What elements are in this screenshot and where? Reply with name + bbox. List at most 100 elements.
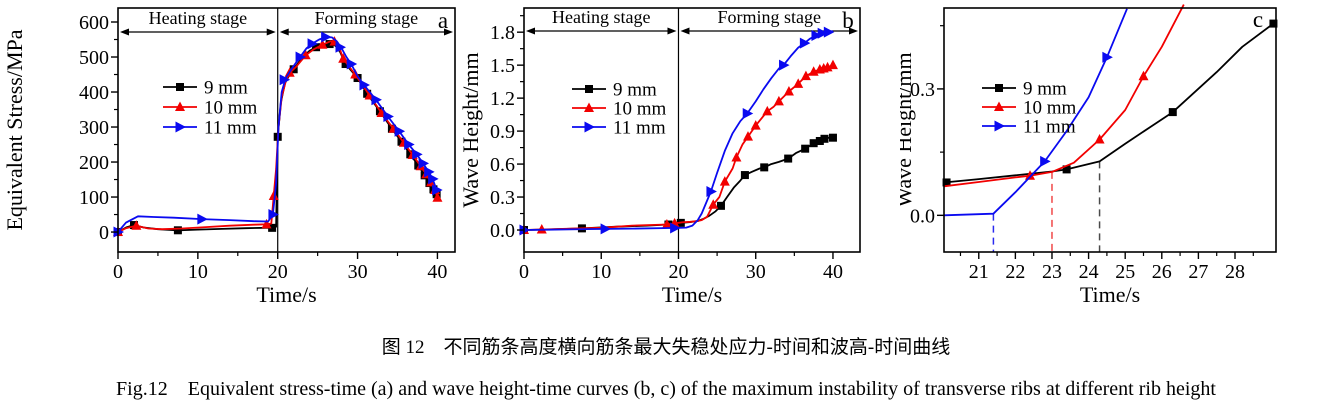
x-tick-label: 40 (427, 261, 447, 283)
triangle-right-marker (371, 94, 382, 106)
x-axis-title: Time/s (662, 282, 722, 307)
triangle-right-marker (432, 184, 443, 196)
square-marker (820, 134, 829, 143)
triangle-right-marker (584, 121, 595, 133)
triangle-up-marker (1094, 133, 1105, 144)
square-marker (341, 60, 350, 69)
triangle-right-marker (428, 173, 439, 185)
x-tick-label: 20 (668, 261, 688, 283)
triangle-up-marker (793, 78, 804, 88)
arrow-head-left-icon (279, 28, 289, 36)
legend-item-label: 9 mm (1023, 79, 1067, 100)
square-marker (809, 139, 818, 148)
square-marker (268, 223, 277, 232)
legend-item-label: 9 mm (613, 80, 657, 101)
x-tick-label: 28 (1225, 261, 1245, 283)
x-tick-label: 24 (1079, 261, 1099, 283)
triangle-right-marker (817, 27, 829, 39)
square-marker (1269, 19, 1278, 28)
triangle-right-marker (779, 59, 790, 71)
triangle-up-marker (175, 101, 185, 111)
y-tick-label: 0.6 (490, 154, 515, 176)
square-marker (716, 201, 725, 210)
square-marker (740, 171, 749, 180)
y-tick-label: 0.3 (910, 79, 935, 101)
triangle-up-marker (762, 105, 773, 116)
square-marker (784, 154, 793, 163)
x-tick-label: 25 (1115, 261, 1135, 283)
y-tick-label: 0 (99, 222, 109, 244)
plot-border (117, 7, 456, 253)
triangle-up-marker (731, 151, 742, 162)
triangle-right-marker (335, 41, 347, 53)
triangle-right-marker (600, 223, 612, 235)
triangle-right-marker (1102, 51, 1113, 63)
charts-row: Heating stage Forming stage 9 mm 10 mm 11 mm… (2, 4, 1278, 307)
y-tick-label: 1.8 (490, 22, 515, 44)
y-tick-label: 400 (79, 82, 109, 104)
panel-letter: c (1253, 7, 1263, 32)
triangle-right-marker (412, 148, 423, 160)
triangle-right-marker (175, 121, 186, 133)
triangle-up-marker (261, 218, 272, 229)
triangle-up-marker (536, 223, 547, 234)
triangle-up-marker (719, 176, 730, 186)
series-line-10-mm (943, 4, 1185, 188)
square-marker (828, 133, 837, 142)
arrow-head-left-icon (526, 27, 535, 35)
triangle-right-marker (799, 37, 811, 49)
x-tick-label: 27 (1188, 261, 1208, 283)
y-tick-label: 200 (79, 152, 109, 174)
triangle-right-marker (823, 26, 835, 38)
y-tick-label: 0.0 (910, 205, 935, 227)
x-tick-label: 30 (746, 261, 766, 283)
y-tick-label: 0.3 (490, 187, 515, 209)
y-tick-label: 500 (79, 47, 109, 69)
x-axis-title: Time/s (1080, 282, 1140, 307)
arrow-head-right-icon (849, 27, 858, 35)
triangle-right-marker (197, 213, 208, 225)
triangle-up-marker (131, 220, 142, 230)
triangle-up-marker (994, 101, 1004, 111)
y-tick-label: 0.9 (490, 121, 515, 143)
series-line-9-mm (943, 22, 1274, 184)
square-marker (173, 226, 182, 235)
triangle-up-marker (708, 199, 719, 209)
y-axis-title: Equivalent Stress/MPa (2, 29, 27, 230)
triangle-right-marker (268, 209, 279, 221)
arrow-head-right-icon (667, 27, 677, 35)
x-tick-label: 0 (519, 261, 529, 283)
arrow-head-left-icon (120, 28, 129, 36)
legend-item-label: 9 mm (204, 78, 248, 99)
legend-item-label: 10 mm (613, 99, 667, 120)
triangle-up-marker (317, 39, 328, 49)
y-axis-title: Wave Height/mm (900, 52, 916, 207)
square-marker (325, 40, 334, 49)
legend-item-label: 11 mm (613, 118, 666, 139)
arrow-head-right-icon (266, 28, 276, 36)
x-axis-title: Time/s (256, 282, 316, 307)
x-tick-label: 21 (969, 261, 989, 283)
arrow-head-left-icon (680, 27, 690, 35)
triangle-right-marker (279, 74, 291, 86)
triangle-up-marker (800, 70, 811, 81)
legend-item-label: 11 mm (1023, 117, 1076, 138)
x-tick-label: 26 (1152, 261, 1172, 283)
y-tick-label: 1.5 (490, 55, 515, 77)
x-tick-label: 10 (591, 261, 611, 283)
triangle-up-marker (743, 131, 753, 141)
square-marker (397, 137, 406, 146)
x-tick-label: 30 (348, 261, 368, 283)
stage-label: Forming stage (315, 8, 419, 28)
triangle-up-marker (773, 95, 784, 106)
triangle-up-marker (338, 53, 349, 63)
triangle-up-marker (1138, 70, 1149, 81)
triangle-up-marker (584, 102, 594, 112)
legend-item-label: 10 mm (204, 98, 258, 119)
y-tick-label: 300 (79, 117, 109, 139)
panel-letter: a (438, 8, 448, 33)
